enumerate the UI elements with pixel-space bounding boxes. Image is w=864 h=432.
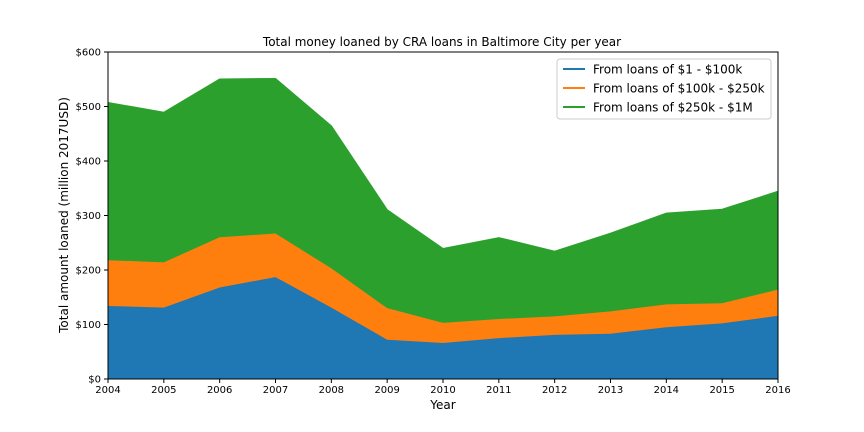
x-tick-label: 2011 <box>486 385 511 396</box>
y-tick-label: $200 <box>76 266 101 277</box>
x-tick-label: 2014 <box>654 385 679 396</box>
area-series-3 <box>108 78 778 323</box>
y-axis-label: Total amount loaned (million 2017USD) <box>57 97 71 334</box>
y-tick-label: $300 <box>76 211 101 222</box>
x-tick-label: 2009 <box>374 385 399 396</box>
area-series-2 <box>108 233 778 344</box>
area-layers <box>107 77 779 379</box>
x-tick-label: 2010 <box>430 385 455 396</box>
x-tick-label: 2007 <box>263 385 288 396</box>
x-axis-label: Year <box>429 398 455 412</box>
legend-label-2: From loans of $100k - $250k <box>593 82 765 96</box>
y-axis: $0 $100 $200 $300 $400 $500 $600 <box>76 48 108 386</box>
chart-title: Total money loaned by CRA loans in Balti… <box>262 35 621 49</box>
x-tick-label: 2013 <box>598 385 623 396</box>
x-tick-label: 2005 <box>151 385 176 396</box>
x-tick-label: 2015 <box>709 385 734 396</box>
legend: From loans of $1 - $100k From loans of $1… <box>556 58 772 120</box>
legend-box <box>556 58 772 120</box>
y-tick-label: $100 <box>76 320 101 331</box>
y-tick-label: $600 <box>76 48 101 59</box>
x-tick-label: 2016 <box>765 385 790 396</box>
y-tick-label: $500 <box>76 102 101 113</box>
line-series-3 <box>107 77 779 253</box>
y-tick-label: $0 <box>88 375 101 386</box>
legend-label-1: From loans of $1 - $100k <box>593 63 742 77</box>
x-tick-label: 2012 <box>542 385 567 396</box>
x-tick-label: 2004 <box>95 385 120 396</box>
area-series-1 <box>108 277 778 379</box>
y-tick-label: $400 <box>76 157 101 168</box>
x-tick-label: 2008 <box>319 385 344 396</box>
x-axis: 2004 2005 2006 2007 2008 2009 2010 2011 2012 2013… <box>95 379 791 396</box>
legend-label-3: From loans of $250k - $1M <box>593 101 753 115</box>
x-tick-label: 2006 <box>207 385 232 396</box>
